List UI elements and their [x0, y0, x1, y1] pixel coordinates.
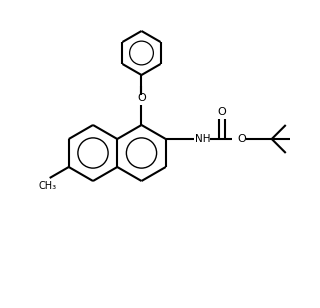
Text: O: O — [237, 134, 246, 144]
Text: NH: NH — [195, 134, 210, 144]
Text: O: O — [217, 107, 226, 117]
Text: O: O — [137, 93, 146, 103]
Text: CH₃: CH₃ — [39, 181, 57, 191]
